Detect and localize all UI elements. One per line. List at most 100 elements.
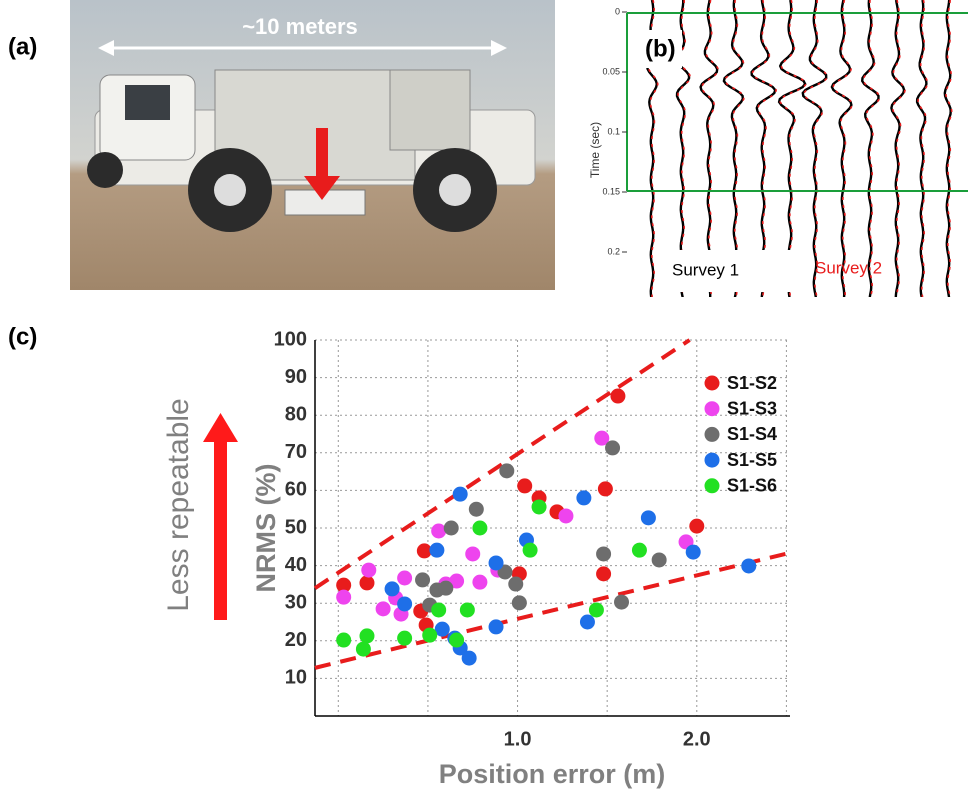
point — [468, 501, 484, 517]
dimension-label: ~10 meters — [242, 14, 358, 39]
legend-marker — [704, 401, 720, 417]
legend-label: Survey 2 — [815, 258, 882, 277]
point — [531, 499, 547, 515]
point — [605, 440, 621, 456]
trace — [832, 0, 854, 297]
point — [452, 486, 468, 502]
point — [397, 570, 413, 586]
y-tick-label: 70 — [285, 441, 307, 463]
x-tick-label: 2.0 — [683, 728, 711, 750]
point — [508, 576, 524, 592]
legend-marker — [704, 426, 720, 442]
point — [596, 566, 612, 582]
point — [579, 614, 595, 630]
point — [397, 596, 413, 612]
point — [416, 543, 432, 559]
up-arrow — [203, 413, 238, 620]
point — [517, 478, 533, 494]
legend-label: S1-S3 — [727, 398, 777, 418]
point — [689, 518, 705, 534]
panel-label: (a) — [8, 33, 37, 60]
point — [597, 481, 613, 497]
point — [359, 575, 375, 591]
trace — [917, 0, 929, 297]
x-tick-label: 1.0 — [504, 728, 532, 750]
y-tick-label: 0.1 — [607, 126, 620, 136]
point — [461, 650, 477, 666]
point — [359, 628, 375, 644]
y-tick-label: 30 — [285, 591, 307, 613]
point — [415, 572, 431, 588]
y-tick-label: 40 — [285, 554, 307, 576]
trace — [724, 0, 745, 297]
y-tick-label: 60 — [285, 479, 307, 501]
point — [614, 594, 630, 610]
point — [465, 546, 481, 562]
truck-photo — [70, 0, 555, 290]
point — [375, 601, 391, 617]
trace — [860, 0, 880, 297]
y-tick-label: 80 — [285, 403, 307, 425]
legend-label: S1-S6 — [727, 476, 777, 496]
point — [488, 619, 504, 635]
point — [522, 542, 538, 558]
point — [438, 580, 454, 596]
trace — [700, 0, 720, 297]
y-tick-label: 100 — [274, 328, 307, 350]
legend-label: S1-S2 — [727, 373, 777, 393]
point — [511, 595, 527, 611]
point — [685, 544, 701, 560]
legend-label: S1-S5 — [727, 450, 777, 470]
trace — [802, 0, 829, 297]
point — [449, 632, 465, 648]
point — [449, 573, 465, 589]
point — [472, 574, 488, 590]
point — [434, 621, 450, 637]
trend-line — [313, 338, 691, 590]
point — [576, 490, 592, 506]
point — [431, 523, 447, 539]
y-tick-label: 50 — [285, 516, 307, 538]
y-tick-label: 10 — [285, 667, 307, 689]
x-axis-label: Position error (m) — [439, 759, 666, 789]
y-tick-label: 20 — [285, 629, 307, 651]
point — [431, 602, 447, 618]
trace — [943, 0, 952, 297]
point — [336, 577, 352, 593]
point — [397, 630, 413, 646]
legend-box — [655, 250, 795, 292]
trace — [890, 0, 906, 297]
trace — [891, 0, 906, 297]
trace — [779, 0, 808, 297]
trace — [862, 0, 881, 297]
point — [594, 430, 610, 446]
point — [558, 508, 574, 524]
point — [596, 546, 612, 562]
point — [472, 520, 488, 536]
legend-label: Survey 1 — [672, 260, 739, 279]
y-axis-label: NRMS (%) — [251, 464, 281, 593]
trace — [944, 0, 953, 297]
point — [361, 562, 377, 578]
point — [429, 542, 445, 558]
point — [610, 388, 626, 404]
point — [422, 627, 438, 643]
y-tick-label: 0 — [615, 6, 620, 16]
legend-marker — [704, 375, 720, 391]
legend-marker — [704, 452, 720, 468]
point — [459, 602, 475, 618]
y-tick-label: 90 — [285, 366, 307, 388]
point — [499, 463, 515, 479]
trace — [751, 0, 778, 297]
trace — [830, 0, 853, 297]
panel-label: (c) — [8, 323, 37, 350]
trace — [801, 0, 828, 297]
y-tick-label: 0.15 — [602, 186, 620, 196]
legend-marker — [704, 478, 720, 494]
point — [336, 632, 352, 648]
point — [741, 558, 757, 574]
panel-label: (b) — [645, 35, 676, 62]
point — [355, 641, 371, 657]
legend-label: S1-S4 — [727, 424, 777, 444]
